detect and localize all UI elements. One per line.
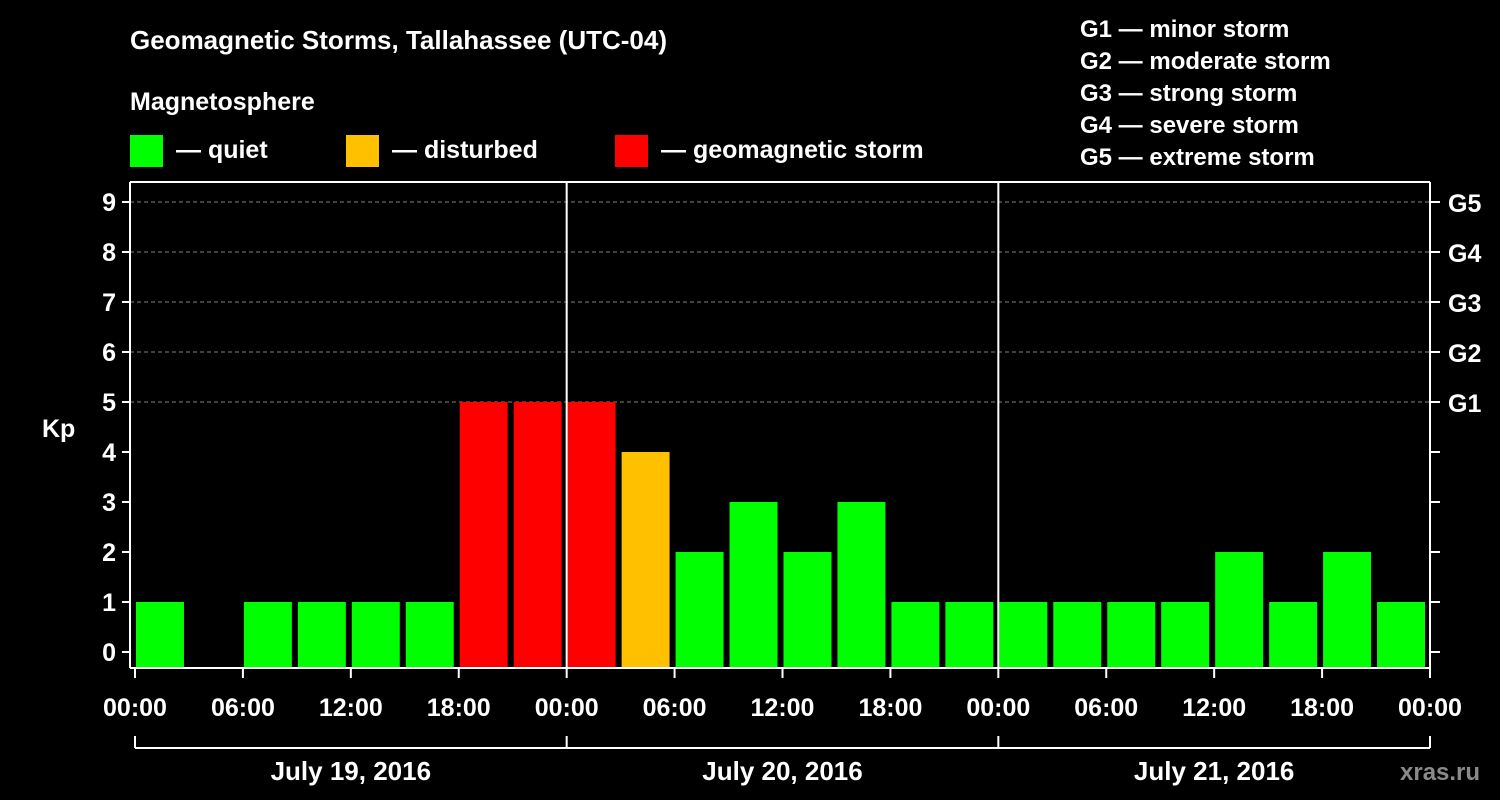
x-tick-label: 12:00	[319, 694, 383, 722]
y-tick-label: 0	[102, 639, 116, 667]
y-tick-label: 9	[102, 189, 116, 217]
legend-swatch	[130, 135, 163, 167]
x-tick-label: 00:00	[103, 694, 167, 722]
bar	[999, 602, 1048, 668]
x-tick-label: 00:00	[1398, 694, 1462, 722]
y-tick-label: 1	[102, 589, 116, 617]
x-tick-label: 00:00	[966, 694, 1030, 722]
bar	[1323, 552, 1372, 668]
x-tick-label: 06:00	[211, 694, 275, 722]
right-tick-label: G5	[1448, 190, 1481, 218]
right-ticks: G1 G2 G3 G4 G5	[1430, 190, 1481, 653]
x-tick-label: 18:00	[1290, 694, 1354, 722]
bar	[1161, 602, 1210, 668]
bars	[136, 402, 1425, 668]
bar	[783, 552, 832, 668]
legend-item-2: — geomagnetic storm	[615, 135, 924, 167]
bar	[459, 402, 508, 668]
legend-label: — disturbed	[392, 136, 538, 164]
storm-scale-item: G4 — severe storm	[1080, 112, 1299, 139]
y-axis-label: Kp	[42, 415, 75, 443]
right-tick-label: G3	[1448, 290, 1481, 318]
y-tick-label: 6	[102, 339, 116, 367]
x-tick-label: 12:00	[751, 694, 815, 722]
x-tick-label: 12:00	[1182, 694, 1246, 722]
bar	[136, 602, 184, 668]
x-tick-label: 06:00	[1074, 694, 1138, 722]
chart-title: Geomagnetic Storms, Tallahassee (UTC-04)	[130, 25, 667, 55]
bar	[891, 602, 940, 668]
x-ticks: 00:00 06:00 12:00 18:00 00:00 06:00 12:00 18:00…	[103, 668, 1462, 722]
grid	[130, 201, 1430, 403]
legend-item-0: — quiet	[130, 135, 268, 167]
y-tick-label: 4	[102, 439, 116, 467]
bar	[243, 602, 292, 668]
x-tick-label: 18:00	[858, 694, 922, 722]
bar	[945, 602, 994, 668]
storm-scale-item: G1 — minor storm	[1080, 16, 1289, 43]
storm-scale-item: G2 — moderate storm	[1080, 48, 1331, 75]
storm-scale-legend: G1 — minor storm G2 — moderate storm G3 — …	[1080, 16, 1331, 171]
storm-scale-item: G5 — extreme storm	[1080, 144, 1315, 171]
legend-label: — geomagnetic storm	[661, 136, 924, 164]
bar	[351, 602, 400, 668]
right-tick-label: G4	[1448, 240, 1481, 268]
bar	[1053, 602, 1102, 668]
y-tick-label: 2	[102, 539, 116, 567]
watermark: xras.ru	[1400, 759, 1480, 786]
y-tick-label: 7	[102, 289, 116, 317]
bar	[675, 552, 724, 668]
bar	[297, 602, 346, 668]
day-label: July 19, 2016	[271, 756, 431, 786]
bar	[1107, 602, 1156, 668]
legend-label: — quiet	[176, 136, 268, 164]
legend-swatch	[346, 135, 379, 167]
bar	[1215, 552, 1264, 668]
bar	[729, 502, 778, 668]
y-tick-label: 5	[102, 389, 116, 417]
day-label: July 20, 2016	[702, 756, 862, 786]
right-tick-label: G1	[1448, 390, 1481, 418]
bar	[1377, 602, 1425, 668]
y-tick-label: 8	[102, 239, 116, 267]
bar	[405, 602, 454, 668]
bar	[621, 452, 670, 668]
legend: — quiet — disturbed — geomagnetic storm	[130, 135, 924, 167]
bar	[1269, 602, 1318, 668]
chart-subtitle: Magnetosphere	[130, 88, 315, 116]
right-tick-label: G2	[1448, 340, 1481, 368]
bar	[567, 402, 616, 668]
x-tick-label: 00:00	[535, 694, 599, 722]
bar	[513, 402, 562, 668]
x-tick-label: 06:00	[643, 694, 707, 722]
legend-swatch	[615, 135, 648, 167]
bar	[837, 502, 886, 668]
legend-item-1: — disturbed	[346, 135, 538, 167]
y-tick-label: 3	[102, 489, 116, 517]
storm-scale-item: G3 — strong storm	[1080, 80, 1297, 107]
y-ticks: 0 1 2 3 4 5 6 7 8 9	[102, 189, 130, 667]
x-tick-label: 18:00	[427, 694, 491, 722]
day-label: July 21, 2016	[1134, 756, 1294, 786]
day-labels: July 19, 2016 July 20, 2016 July 21, 2016	[134, 736, 1431, 786]
